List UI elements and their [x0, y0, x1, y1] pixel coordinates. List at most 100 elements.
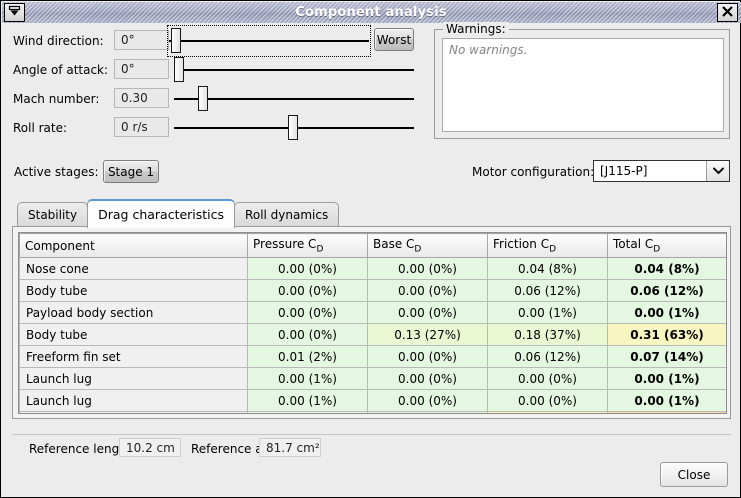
- cell-base-cd: 0.00 (0%): [367, 279, 488, 303]
- table-total-row[interactable]: Total0.02 (4%)0.13 (27%)0.34 (69%)0.49 (…: [19, 411, 726, 413]
- cell-friction-cd: 0.00 (1%): [487, 301, 608, 325]
- column-header-friction-cd[interactable]: Friction CD: [487, 233, 608, 259]
- column-header-pressure-cd[interactable]: Pressure CD: [247, 233, 368, 259]
- roll-rate-label: Roll rate:: [13, 121, 68, 135]
- reference-length-label: Reference length:: [29, 442, 136, 456]
- cell-total-cd: 0.31 (63%): [607, 323, 726, 347]
- cell-total-cd: 0.49 (100%): [607, 411, 726, 413]
- cell-component: Body tube: [19, 323, 248, 347]
- slider-thumb[interactable]: [174, 57, 184, 82]
- active-stages-label: Active stages:: [14, 165, 99, 179]
- roll-rate-value[interactable]: 0 r/s: [114, 117, 169, 137]
- cell-total-cd: 0.00 (1%): [607, 389, 726, 413]
- slider-track: [169, 40, 369, 42]
- slider-thumb[interactable]: [171, 28, 181, 53]
- cell-total-cd: 0.00 (1%): [607, 367, 726, 391]
- slider-thumb[interactable]: [288, 115, 298, 140]
- cell-friction-cd: 0.18 (37%): [487, 323, 608, 347]
- cell-component: Body tube: [19, 279, 248, 303]
- drag-table-container: Component Pressure CD Base CD Friction C…: [18, 232, 727, 414]
- table-row[interactable]: Launch lug 0.00 (1%) 0.00 (0%) 0.00 (0%) 0.0…: [19, 367, 726, 391]
- mach-number-label: Mach number:: [13, 92, 100, 106]
- cell-component: Launch lug: [19, 389, 248, 413]
- cell-base-cd: 0.00 (0%): [367, 389, 488, 413]
- window-title: Component analysis: [295, 5, 447, 20]
- window-menu-button[interactable]: [4, 3, 25, 22]
- cell-total-cd: 0.00 (1%): [607, 301, 726, 325]
- cell-pressure-cd: 0.00 (1%): [247, 389, 368, 413]
- cell-pressure-cd: 0.00 (0%): [247, 257, 368, 281]
- cell-pressure-cd: 0.00 (0%): [247, 301, 368, 325]
- cell-friction-cd: 0.04 (8%): [487, 257, 608, 281]
- column-header-base-cd[interactable]: Base CD: [367, 233, 488, 259]
- column-header-component[interactable]: Component: [19, 233, 248, 259]
- roll-rate-slider[interactable]: [174, 114, 414, 142]
- cell-component: Total: [19, 411, 248, 413]
- cell-total-cd: 0.07 (14%): [607, 345, 726, 369]
- mach-number-slider[interactable]: [174, 85, 414, 113]
- cell-base-cd: 0.13 (27%): [367, 323, 488, 347]
- cell-base-cd: 0.13 (27%): [367, 411, 488, 413]
- column-header-total-cd[interactable]: Total CD: [607, 233, 726, 259]
- cell-component: Launch lug: [19, 367, 248, 391]
- cell-pressure-cd: 0.02 (4%): [247, 411, 368, 413]
- wind-direction-value[interactable]: 0°: [114, 30, 169, 50]
- motor-configuration-select[interactable]: [J115-P]: [593, 160, 730, 182]
- table-row[interactable]: Payload body section 0.00 (0%) 0.00 (0%) 0.…: [19, 301, 726, 325]
- cell-pressure-cd: 0.00 (0%): [247, 279, 368, 303]
- motor-configuration-label: Motor configuration:: [472, 165, 595, 179]
- stage-1-button[interactable]: Stage 1: [103, 160, 159, 183]
- cell-pressure-cd: 0.00 (0%): [247, 323, 368, 347]
- table-row[interactable]: Launch lug 0.00 (1%) 0.00 (0%) 0.00 (0%) 0.0…: [19, 389, 726, 413]
- drag-characteristics-panel: Component Pressure CD Base CD Friction C…: [12, 226, 731, 419]
- table-row[interactable]: Body tube 0.00 (0%) 0.00 (0%) 0.06 (12%) 0.0…: [19, 279, 726, 303]
- cell-base-cd: 0.00 (0%): [367, 257, 488, 281]
- footer-divider: [12, 434, 731, 435]
- cell-component: Freeform fin set: [19, 345, 248, 369]
- close-button[interactable]: Close: [660, 462, 728, 487]
- warnings-text-area[interactable]: No warnings.: [442, 38, 724, 132]
- wind-direction-slider[interactable]: [167, 25, 371, 57]
- drag-characteristics-table: Component Pressure CD Base CD Friction C…: [19, 233, 726, 413]
- close-x-icon: [721, 3, 734, 22]
- motor-configuration-value: [J115-P]: [600, 164, 648, 178]
- cell-pressure-cd: 0.01 (2%): [247, 345, 368, 369]
- slider-thumb[interactable]: [198, 86, 208, 111]
- chevron-down-icon[interactable]: [706, 161, 729, 181]
- cell-component: Nose cone: [19, 257, 248, 281]
- tab-stability[interactable]: Stability: [17, 202, 89, 228]
- angle-of-attack-value[interactable]: 0°: [114, 59, 169, 79]
- cell-component: Payload body section: [19, 301, 248, 325]
- window-titlebar: Component analysis: [2, 2, 741, 23]
- tab-drag-characteristics[interactable]: Drag characteristics: [87, 199, 236, 228]
- cell-base-cd: 0.00 (0%): [367, 367, 488, 391]
- analysis-tabstrip: Stability Drag characteristics Roll dyna…: [17, 199, 340, 228]
- table-row[interactable]: Nose cone 0.00 (0%) 0.00 (0%) 0.04 (8%) 0.04…: [19, 257, 726, 281]
- cell-total-cd: 0.06 (12%): [607, 279, 726, 303]
- warnings-groupbox: Warnings: No warnings.: [434, 22, 730, 139]
- mach-number-value[interactable]: 0.30: [114, 88, 169, 108]
- angle-of-attack-slider[interactable]: [174, 56, 414, 84]
- cell-friction-cd: 0.00 (0%): [487, 389, 608, 413]
- warnings-group-title: Warnings:: [443, 22, 509, 36]
- reference-area-value: 81.7 cm²: [259, 438, 321, 457]
- cell-friction-cd: 0.00 (0%): [487, 367, 608, 391]
- worst-button[interactable]: Worst: [374, 28, 414, 51]
- cell-pressure-cd: 0.00 (1%): [247, 367, 368, 391]
- table-header-row: Component Pressure CD Base CD Friction C…: [19, 233, 726, 259]
- window-menu-triangle-icon: [8, 3, 21, 22]
- cell-total-cd: 0.04 (8%): [607, 257, 726, 281]
- slider-track: [174, 98, 414, 100]
- window-close-button[interactable]: [717, 3, 738, 22]
- tab-roll-dynamics[interactable]: Roll dynamics: [234, 202, 340, 228]
- cell-base-cd: 0.00 (0%): [367, 345, 488, 369]
- cell-base-cd: 0.00 (0%): [367, 301, 488, 325]
- reference-length-value: 10.2 cm: [119, 438, 181, 457]
- table-body: Nose cone 0.00 (0%) 0.00 (0%) 0.04 (8%) 0.04…: [19, 257, 726, 413]
- slider-track: [174, 69, 414, 71]
- wind-direction-label: Wind direction:: [13, 34, 104, 48]
- cell-friction-cd: 0.34 (69%): [487, 411, 608, 413]
- table-row[interactable]: Freeform fin set 0.01 (2%) 0.00 (0%) 0.06 (…: [19, 345, 726, 369]
- table-row[interactable]: Body tube 0.00 (0%) 0.13 (27%) 0.18 (37%) 0.…: [19, 323, 726, 347]
